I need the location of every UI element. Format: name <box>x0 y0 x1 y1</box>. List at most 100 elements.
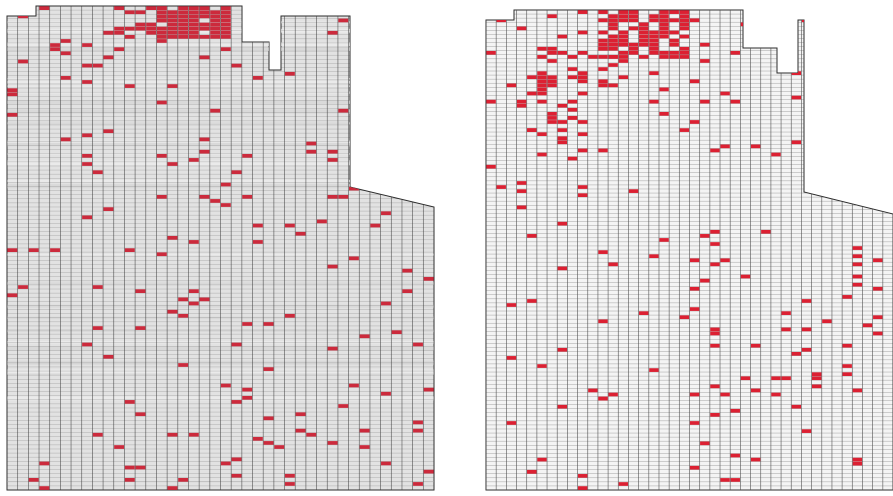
left-highlight-cell-174 <box>231 457 242 462</box>
right-highlight-cell-176 <box>781 311 791 315</box>
right-highlight-cell-272 <box>771 152 781 157</box>
right-highlight-cell-182 <box>710 242 720 246</box>
left-highlight-cell-152 <box>413 342 423 347</box>
right-highlight-cell-129 <box>873 38 883 43</box>
left-highlight-cell-191 <box>391 330 402 335</box>
right-highlight-cell-48 <box>659 18 669 23</box>
left-highlight-cell-95 <box>306 432 317 437</box>
left-highlight-cell-126 <box>349 186 359 191</box>
right-highlight-cell-219 <box>740 274 751 279</box>
left-highlight-cell-130 <box>423 166 434 170</box>
left-highlight-cell-185 <box>370 223 381 228</box>
right-highlight-cell-229 <box>506 356 517 360</box>
left-highlight-cell-85 <box>295 412 306 417</box>
right-highlight-cell-67 <box>679 50 690 55</box>
right-highlight-cell-245 <box>557 221 567 226</box>
right-highlight-cell-97 <box>527 91 537 96</box>
left-highlight-cell-90 <box>188 301 199 306</box>
right-highlight-cell-195 <box>842 295 852 299</box>
right-grid-lines <box>486 10 893 490</box>
right-highlight-cell-1 <box>598 18 608 23</box>
right-highlight-cell-263 <box>598 148 608 153</box>
left-highlight-cell-161 <box>188 240 199 244</box>
right-highlight-cell-168 <box>700 234 710 238</box>
right-highlight-cell-120 <box>781 376 791 381</box>
left-highlight-cell-121 <box>231 400 242 404</box>
left-highlight-cell-114 <box>135 289 146 294</box>
left-highlight-cell-5 <box>156 35 167 39</box>
right-highlight-cell-75 <box>547 50 557 55</box>
left-highlight-cell-141 <box>7 112 18 117</box>
right-highlight-cell-73 <box>537 83 547 88</box>
right-highlight-cell-242 <box>527 469 537 474</box>
left-highlight-cell-43 <box>220 14 231 19</box>
left-highlight-cell-222 <box>82 215 92 220</box>
right-highlight-cell-271 <box>577 148 588 153</box>
left-highlight-cell-88 <box>82 342 92 347</box>
left-highlight-cell-66 <box>60 51 71 56</box>
left-highlight-cell-129 <box>167 162 178 166</box>
right-highlight-cell-37 <box>639 55 649 59</box>
right-highlight-cell-225 <box>730 50 740 55</box>
left-highlight-cell-108 <box>327 441 338 445</box>
right-highlight-cell-269 <box>577 185 588 189</box>
right-highlight-cell-261 <box>547 83 557 88</box>
left-highlight-cell-213 <box>231 170 242 175</box>
left-highlight-cell-155 <box>92 326 103 330</box>
right-highlight-cell-256 <box>577 10 588 14</box>
right-highlight-cell-25 <box>628 14 639 19</box>
left-highlight-cell-27 <box>188 35 199 39</box>
left-grid-lines <box>7 6 434 490</box>
right-highlight-cell-192 <box>649 46 659 51</box>
right-highlight-cell-115 <box>577 120 588 124</box>
right-highlight-cell-143 <box>567 99 578 104</box>
right-highlight-cell-266 <box>506 83 517 88</box>
left-highlight-cell-142 <box>242 194 253 199</box>
right-highlight-cells <box>486 10 883 490</box>
right-highlight-cell-203 <box>812 372 822 377</box>
left-highlight-cell-157 <box>338 194 349 199</box>
left-highlight-cell-58 <box>146 30 157 35</box>
left-highlight-cell-147 <box>18 285 28 289</box>
right-highlight-cell-196 <box>761 229 771 234</box>
left-highlight-cell-215 <box>370 121 381 125</box>
left-highlight-cell-79 <box>381 211 391 216</box>
left-highlight-cell-178 <box>359 445 370 449</box>
left-highlight-cell-140 <box>220 182 231 187</box>
left-highlight-cell-194 <box>284 482 295 486</box>
right-highlight-cell-91 <box>618 42 629 47</box>
right-highlight-cell-104 <box>547 116 557 120</box>
right-highlight-cell-257 <box>649 71 659 75</box>
left-highlight-cell-164 <box>135 465 146 470</box>
left-highlight-cell-209 <box>199 149 210 154</box>
left-highlight-cell-116 <box>242 387 253 392</box>
left-highlight-cell-201 <box>39 461 50 466</box>
right-highlight-cell-63 <box>679 18 690 23</box>
left-highlight-cell-36 <box>210 18 221 23</box>
right-highlight-cell-76 <box>547 75 557 80</box>
left-highlight-cell-217 <box>92 432 103 437</box>
right-highlight-cell-228 <box>557 34 567 39</box>
right-highlight-cell-233 <box>852 262 863 267</box>
left-highlight-cell-45 <box>220 22 231 27</box>
left-highlight-cell-107 <box>306 141 317 146</box>
right-highlight-cell-159 <box>710 413 720 417</box>
right-highlight-cell-144 <box>873 331 883 336</box>
left-highlight-cell-160 <box>199 297 210 302</box>
left-highlight-cell-34 <box>210 10 221 15</box>
right-highlight-cell-251 <box>679 128 690 132</box>
right-highlight-cell-41 <box>649 34 659 39</box>
right-highlight-cell-79 <box>567 55 578 59</box>
left-highlight-cell-189 <box>242 322 253 326</box>
left-highlight-cell-138 <box>167 84 178 88</box>
right-highlight-cell-177 <box>557 404 567 409</box>
right-highlight-cell-137 <box>486 50 496 55</box>
right-highlight-cell-186 <box>588 55 598 59</box>
right-highlight-cell-117 <box>649 254 659 259</box>
left-highlight-cell-81 <box>327 149 338 154</box>
right-highlight-cell-237 <box>710 229 720 234</box>
right-highlight-cell-166 <box>608 392 618 397</box>
right-highlight-cell-35 <box>639 38 649 43</box>
right-highlight-cell-163 <box>832 67 842 71</box>
